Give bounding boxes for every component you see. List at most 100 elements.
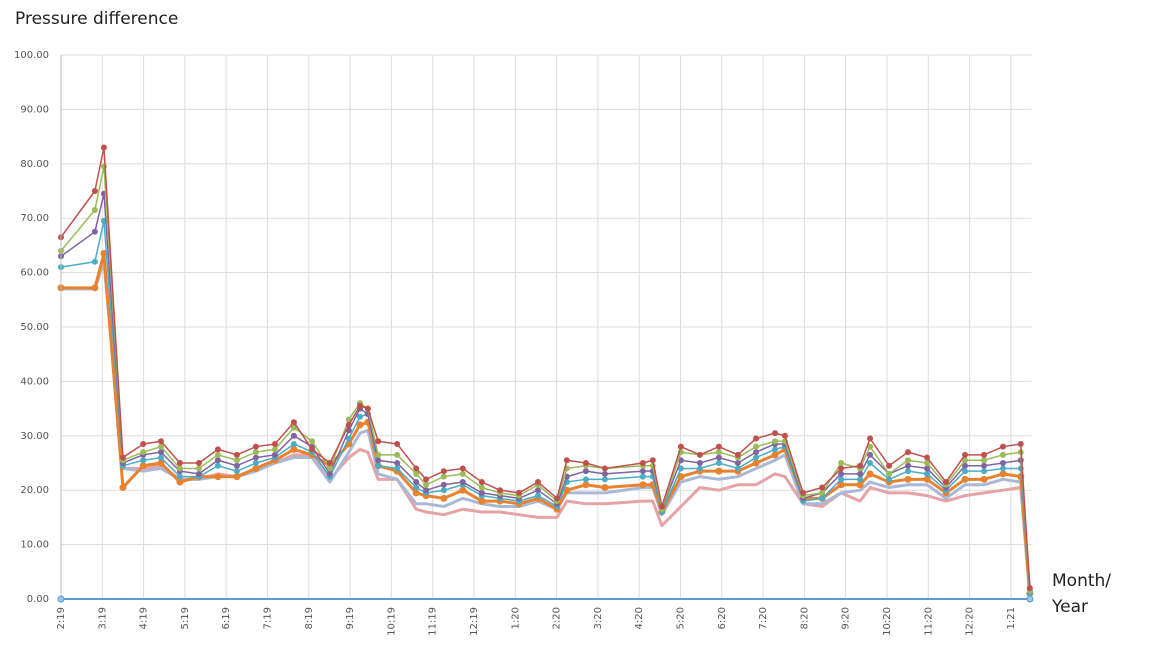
point — [1026, 585, 1033, 592]
point — [478, 484, 485, 491]
point — [157, 443, 164, 450]
point — [639, 473, 646, 480]
point — [658, 503, 665, 510]
point — [838, 460, 845, 466]
y-tick-label: 80.00 — [20, 159, 49, 170]
point — [715, 467, 723, 475]
y-tick-label: 10.00 — [20, 540, 49, 551]
point — [696, 460, 703, 466]
point — [440, 468, 447, 475]
point — [195, 465, 202, 472]
point — [440, 481, 447, 488]
point — [233, 457, 240, 464]
point — [962, 457, 969, 464]
point — [496, 487, 503, 494]
point — [140, 440, 147, 447]
point — [459, 486, 467, 494]
point — [214, 473, 222, 481]
point — [119, 483, 127, 491]
point — [553, 495, 560, 502]
point — [582, 481, 590, 489]
point — [309, 446, 316, 453]
point — [753, 454, 760, 461]
point — [943, 479, 950, 486]
y-tick-label: 40.00 — [20, 376, 49, 387]
point — [195, 460, 202, 466]
x-tick-label: 3:19 — [97, 607, 108, 629]
point — [356, 413, 363, 420]
point — [677, 465, 684, 472]
y-tick-label: 60.00 — [20, 268, 49, 279]
point — [1000, 460, 1007, 466]
x-tick-label: 6:20 — [717, 607, 728, 629]
point — [375, 457, 382, 464]
point — [582, 468, 589, 475]
point — [819, 484, 826, 491]
point — [677, 443, 684, 450]
point — [753, 443, 760, 450]
point — [771, 451, 779, 459]
x-tick-label: 5:20 — [675, 607, 686, 629]
point — [412, 489, 420, 497]
point — [981, 468, 988, 475]
point — [924, 460, 931, 466]
point — [999, 470, 1007, 478]
point — [924, 454, 931, 461]
point — [478, 479, 485, 486]
point — [857, 462, 864, 469]
point — [838, 476, 845, 483]
point — [91, 228, 98, 235]
point — [413, 484, 420, 491]
point — [394, 460, 401, 466]
point — [753, 435, 760, 442]
point — [91, 188, 98, 194]
point — [800, 489, 807, 496]
point — [413, 465, 420, 472]
x-tick-label: 1:21 — [1006, 607, 1017, 629]
point — [734, 451, 741, 458]
x-tick-label: 7:19 — [262, 607, 273, 629]
point — [290, 424, 297, 431]
point — [905, 462, 912, 469]
x-tick-label: 3:20 — [593, 607, 604, 629]
point — [867, 460, 874, 466]
point — [715, 454, 722, 461]
point — [356, 402, 363, 409]
point — [1000, 451, 1007, 458]
point — [601, 470, 608, 477]
point — [140, 457, 147, 464]
x-tick-label: 7:20 — [758, 607, 769, 629]
point — [176, 473, 183, 480]
point — [981, 462, 988, 469]
point — [981, 451, 988, 458]
point — [252, 454, 259, 461]
point — [837, 481, 845, 489]
x-tick-label: 10:19 — [386, 607, 397, 636]
point — [534, 479, 541, 486]
point — [459, 465, 466, 472]
x-axis-title: Month/ Year — [1052, 571, 1112, 617]
point — [214, 451, 221, 458]
point — [923, 475, 931, 483]
point — [886, 470, 893, 477]
point — [601, 465, 608, 472]
point — [290, 419, 297, 426]
series-line — [61, 252, 1032, 594]
point — [271, 440, 278, 447]
point — [905, 449, 912, 456]
x-tick-label: 5:19 — [180, 607, 191, 629]
point — [715, 443, 722, 450]
y-tick-label: 100.00 — [14, 50, 49, 61]
point — [195, 470, 202, 477]
x-tick-label: 8:19 — [304, 607, 315, 629]
x-tick-label: 12:20 — [965, 607, 976, 636]
y-tick-label: 90.00 — [20, 104, 49, 115]
point — [394, 440, 401, 447]
series-line — [60, 165, 1031, 591]
x-tick-label: 10:20 — [882, 607, 893, 636]
point — [649, 457, 656, 464]
point — [252, 464, 260, 472]
point — [91, 207, 98, 214]
point — [423, 476, 430, 483]
